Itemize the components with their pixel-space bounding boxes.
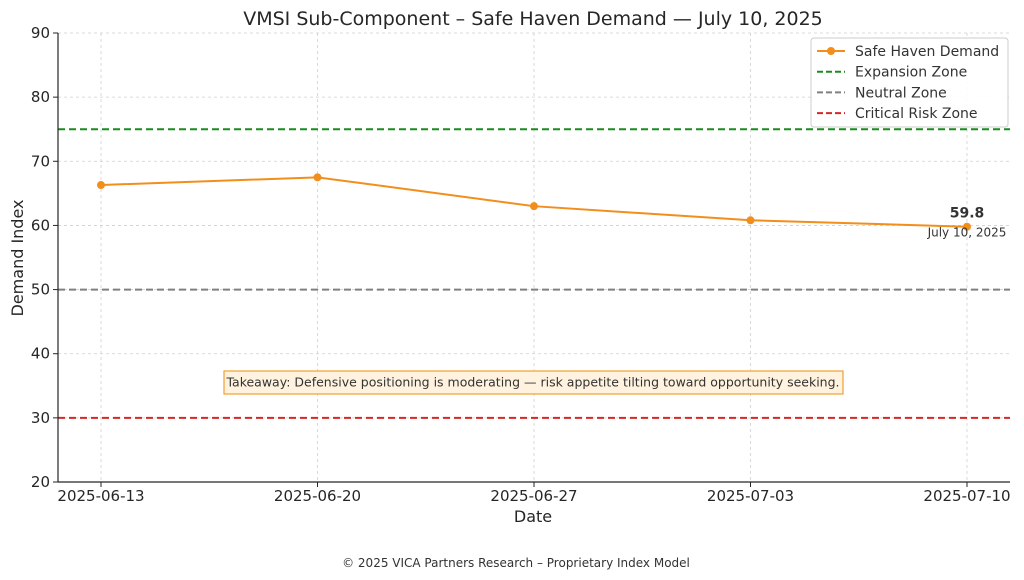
legend-marker (827, 47, 835, 55)
legend-entry-label: Expansion Zone (855, 65, 967, 81)
takeaway-box-frame (223, 370, 844, 395)
x-tick-label: 2025-06-13 (57, 487, 144, 505)
x-tick-label: 2025-06-27 (490, 487, 577, 505)
y-tick-label: 20 (31, 473, 50, 491)
data-point (530, 202, 538, 211)
y-tick-label: 30 (31, 409, 50, 427)
x-tick-label: 2025-07-03 (707, 487, 794, 505)
y-tick-label: 40 (31, 345, 50, 363)
footer-text: © 2025 VICA Partners Research – Propriet… (342, 556, 690, 570)
last-point-value-label: 59.8 (950, 206, 985, 222)
takeaway-annotation: Takeaway: Defensive positioning is moder… (223, 370, 844, 395)
last-point-date-label: July 10, 2025 (927, 226, 1007, 240)
y-axis-label: Demand Index (8, 200, 27, 317)
legend-frame (810, 37, 1009, 128)
data-point (313, 173, 322, 182)
x-tick-label: 2025-06-20 (274, 487, 361, 505)
last-point-annotation: 59.8 July 10, 2025 (927, 206, 1007, 240)
x-ticks: 2025-06-13 2025-06-20 2025-06-27 2025-07-03… (57, 482, 1011, 505)
legend-entry-label: Neutral Zone (855, 85, 947, 101)
y-tick-label: 50 (31, 281, 50, 299)
data-point (97, 181, 105, 190)
legend-entry-label: Critical Risk Zone (855, 106, 978, 122)
y-tick-label: 70 (31, 152, 50, 170)
data-point (746, 216, 755, 225)
x-axis-label: Date (514, 507, 552, 526)
legend: Safe Haven Demand Expansion Zone Neutral Z… (810, 37, 1009, 128)
y-tick-label: 60 (31, 216, 50, 234)
y-tick-label: 80 (31, 88, 50, 106)
y-ticks: 20 30 40 50 60 70 80 90 (31, 24, 58, 491)
data-point (963, 222, 971, 231)
x-tick-label: 2025-07-10 (923, 487, 1010, 505)
takeaway-text: Takeaway: Defensive positioning is moder… (225, 375, 839, 390)
series (97, 173, 971, 231)
chart-title: VMSI Sub-Component – Safe Haven Demand —… (243, 8, 823, 30)
reference-lines (58, 128, 1010, 419)
y-tick-label: 90 (31, 24, 50, 42)
legend-entry-label: Safe Haven Demand (855, 44, 999, 60)
